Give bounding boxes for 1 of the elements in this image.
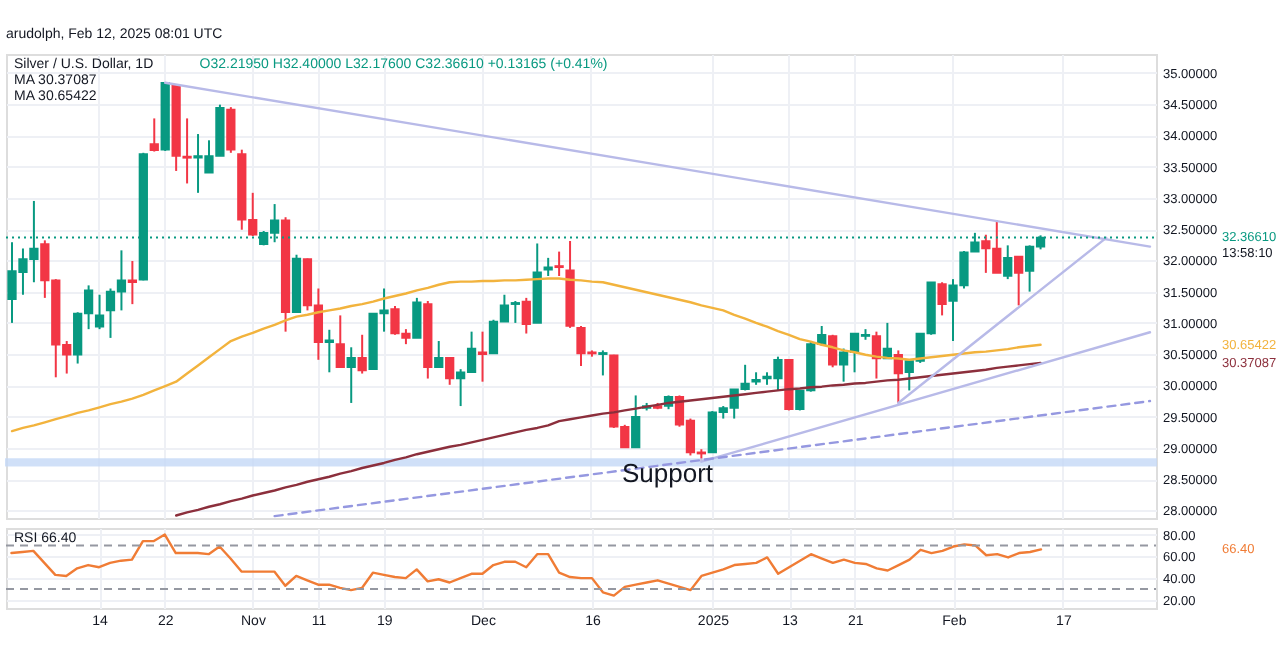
annotation: Support (622, 458, 714, 488)
